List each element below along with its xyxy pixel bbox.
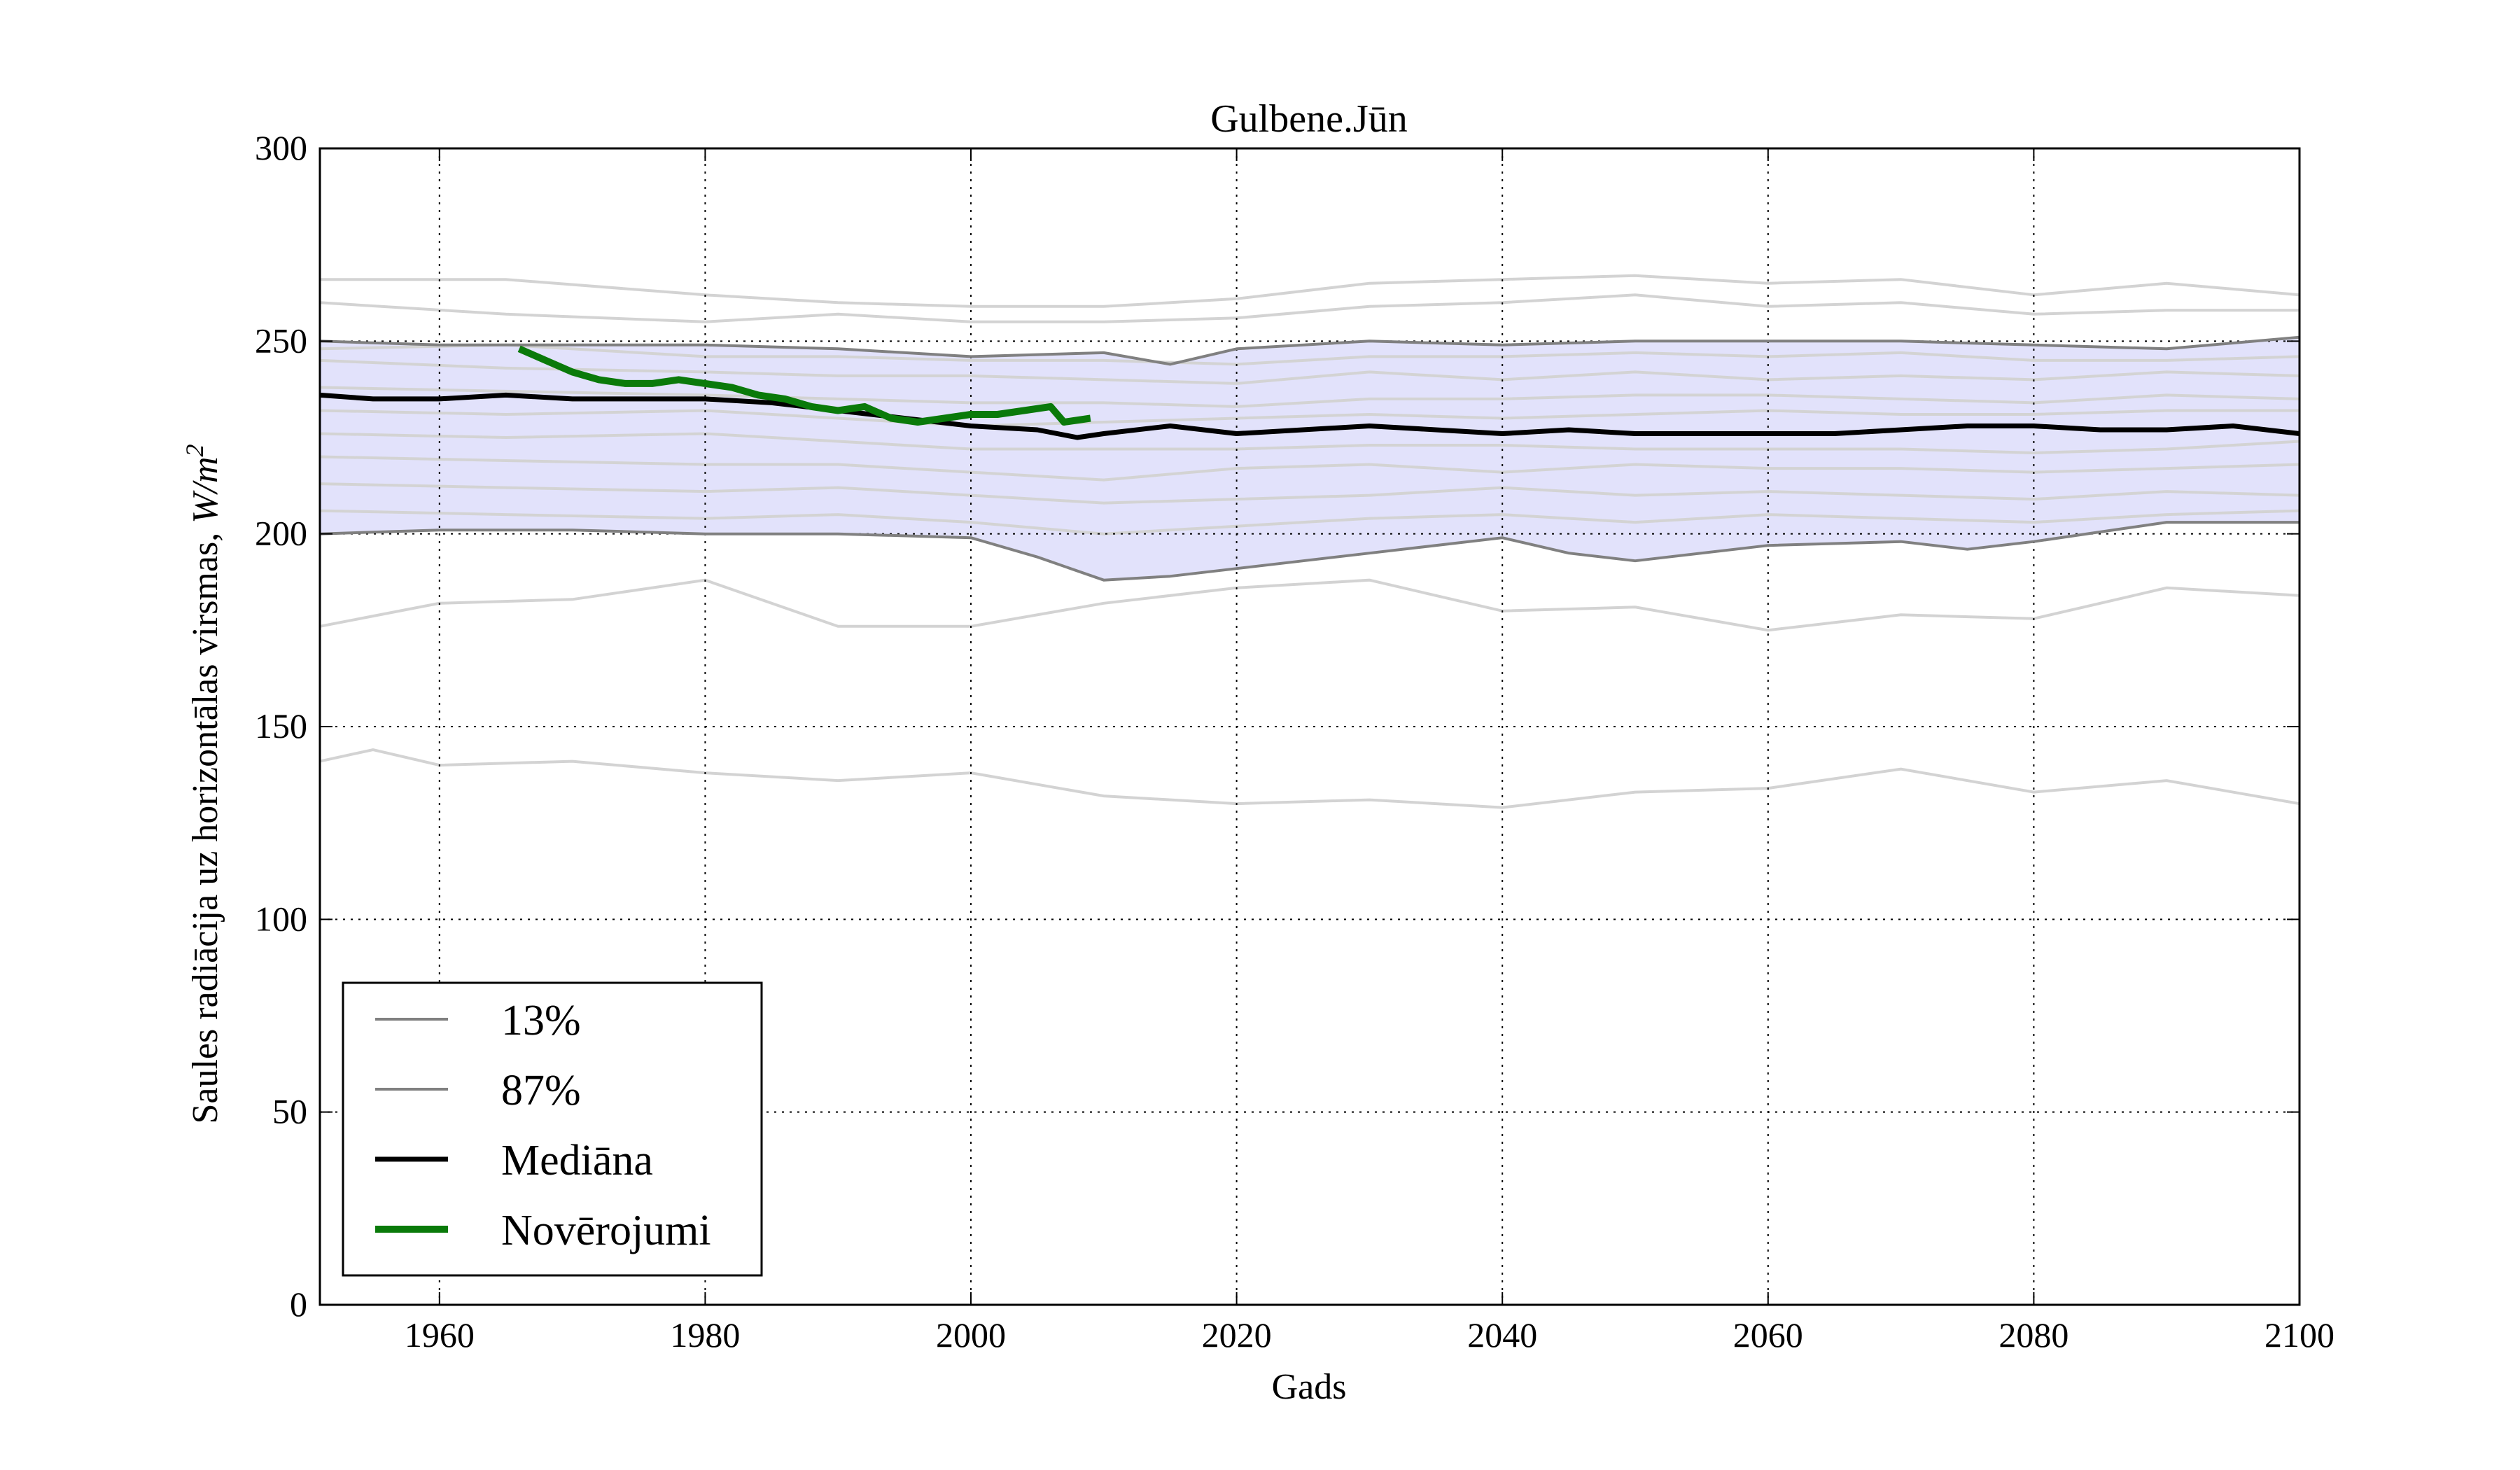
y-tick-label: 0	[290, 1284, 307, 1324]
x-tick-label: 2020	[1202, 1315, 1272, 1354]
legend-label: Novērojumi	[501, 1207, 711, 1254]
y-axis-label-unit: W/m	[186, 456, 225, 523]
chart-title: Gulbene.Jūn	[1210, 97, 1408, 141]
ensemble-line	[320, 274, 2300, 308]
y-tick-label: 200	[255, 514, 307, 553]
ensemble-line	[319, 432, 2300, 455]
x-tick-label: 2000	[936, 1315, 1006, 1354]
y-tick-label: 300	[255, 128, 307, 167]
ensemble-line	[319, 293, 2300, 323]
x-tick-label: 2080	[1998, 1315, 2068, 1354]
y-axis-label: Saules radiācija uz horizontālas virsmas…	[181, 444, 225, 1124]
series-13-line	[319, 521, 2300, 582]
percentile-band	[320, 337, 2300, 580]
ensemble-line	[319, 409, 2300, 428]
y-tick-label: 150	[255, 706, 307, 746]
ensemble-line	[319, 482, 2300, 505]
x-tick-label: 1960	[405, 1315, 475, 1354]
x-axis-label: Gads	[1272, 1367, 1347, 1407]
legend-label: Mediāna	[501, 1137, 653, 1184]
ensemble-line	[319, 509, 2300, 536]
ensemble-line	[319, 578, 2300, 632]
legend: 13% 87% Mediāna Novērojumi	[342, 981, 763, 1277]
x-tick-label: 1980	[670, 1315, 740, 1354]
legend-label: 13%	[501, 997, 581, 1044]
median-line	[319, 392, 2300, 440]
y-tick-label: 250	[255, 321, 307, 360]
observations-line	[517, 345, 1091, 426]
y-axis-label-unit-sup: 2	[181, 444, 209, 456]
ensemble-line	[319, 358, 2300, 385]
ensemble-line	[319, 386, 2300, 408]
series-87-line	[319, 335, 2300, 366]
y-tick-label: 100	[255, 899, 307, 938]
x-tick-label: 2100	[2264, 1315, 2334, 1354]
ensemble-line	[319, 748, 2300, 809]
ensemble-line	[319, 343, 2300, 366]
x-tick-label: 2040	[1467, 1315, 1537, 1354]
ensemble-line	[319, 455, 2300, 482]
y-axis-label-text: Saules radiācija uz horizontālas virsmas…	[186, 524, 225, 1124]
legend-label: 87%	[501, 1067, 581, 1114]
y-tick-label: 50	[272, 1092, 307, 1131]
x-tick-label: 2060	[1733, 1315, 1803, 1354]
plot-area: 1960 1980 2000 2020 2040 2060 2080 2100 0 50 100 15…	[255, 128, 2334, 1354]
